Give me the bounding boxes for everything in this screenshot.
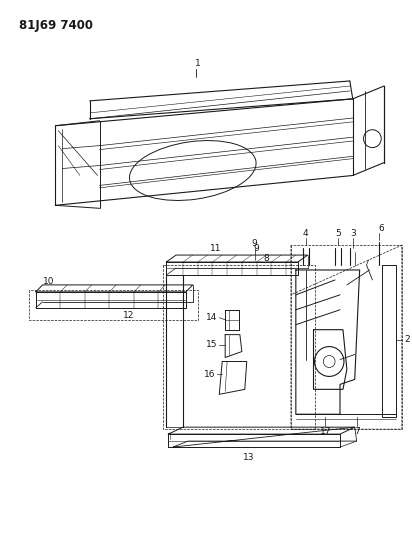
Text: 14: 14 [206, 313, 217, 322]
Text: 5: 5 [335, 229, 341, 238]
Text: 1: 1 [195, 59, 201, 68]
Text: 17: 17 [320, 426, 331, 435]
Text: 15: 15 [206, 340, 217, 349]
Text: 8: 8 [264, 254, 269, 263]
Text: 6: 6 [378, 224, 384, 233]
Text: 7: 7 [354, 426, 360, 435]
Text: 9: 9 [252, 239, 258, 248]
Text: 16: 16 [204, 370, 215, 379]
Text: 12: 12 [123, 311, 135, 320]
Text: 4: 4 [303, 229, 309, 238]
Text: 13: 13 [243, 453, 255, 462]
Text: 3: 3 [350, 229, 356, 238]
Text: 10: 10 [43, 277, 54, 286]
Text: 9: 9 [254, 244, 260, 253]
Text: 81J69 7400: 81J69 7400 [19, 19, 93, 33]
Text: 11: 11 [210, 244, 221, 253]
Text: 2: 2 [405, 335, 410, 344]
